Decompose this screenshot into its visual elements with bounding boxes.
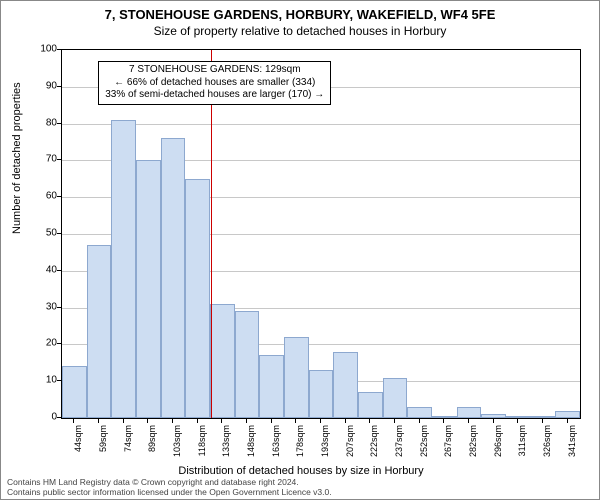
histogram-bar <box>457 407 482 418</box>
histogram-bar <box>531 416 556 418</box>
x-tick-mark <box>345 419 346 423</box>
histogram-bar <box>432 416 457 418</box>
histogram-bar <box>555 411 580 418</box>
y-axis-label: Number of detached properties <box>11 82 23 234</box>
annotation-box: 7 STONEHOUSE GARDENS: 129sqm← 66% of det… <box>98 61 331 105</box>
x-tick-mark <box>147 419 148 423</box>
histogram-bar <box>62 366 87 418</box>
histogram-bar <box>235 311 260 418</box>
histogram-bar <box>407 407 432 418</box>
x-tick-mark <box>369 419 370 423</box>
y-tick-mark <box>57 233 61 234</box>
y-tick-label: 40 <box>31 264 57 275</box>
histogram-bar <box>333 352 358 418</box>
x-tick-mark <box>221 419 222 423</box>
y-tick-label: 0 <box>31 412 57 423</box>
y-tick-mark <box>57 86 61 87</box>
plot-area: 7 STONEHOUSE GARDENS: 129sqm← 66% of det… <box>61 49 581 419</box>
y-tick-label: 80 <box>31 117 57 128</box>
histogram-bar <box>284 337 309 418</box>
y-tick-mark <box>57 159 61 160</box>
chart-container: { "title": "7, STONEHOUSE GARDENS, HORBU… <box>0 0 600 500</box>
chart-title: 7, STONEHOUSE GARDENS, HORBURY, WAKEFIEL… <box>1 7 599 22</box>
x-tick-mark <box>394 419 395 423</box>
histogram-bar <box>506 416 531 418</box>
histogram-bar <box>185 179 210 418</box>
y-tick-mark <box>57 270 61 271</box>
x-tick-mark <box>419 419 420 423</box>
y-tick-label: 30 <box>31 301 57 312</box>
histogram-bar <box>383 378 408 418</box>
footer-line-2: Contains public sector information licen… <box>7 488 332 497</box>
x-tick-mark <box>197 419 198 423</box>
y-tick-label: 10 <box>31 375 57 386</box>
reference-line <box>211 50 212 418</box>
histogram-bar <box>136 160 161 418</box>
histogram-bar <box>481 414 506 418</box>
y-tick-label: 50 <box>31 228 57 239</box>
annotation-line: ← 66% of detached houses are smaller (33… <box>105 77 324 90</box>
histogram-bar <box>87 245 112 418</box>
y-tick-label: 20 <box>31 338 57 349</box>
x-tick-mark <box>443 419 444 423</box>
x-tick-mark <box>246 419 247 423</box>
x-tick-mark <box>172 419 173 423</box>
x-tick-mark <box>271 419 272 423</box>
y-tick-mark <box>57 123 61 124</box>
y-tick-mark <box>57 343 61 344</box>
x-tick-mark <box>493 419 494 423</box>
footer-attribution: Contains HM Land Registry data © Crown c… <box>7 478 332 497</box>
y-tick-label: 90 <box>31 80 57 91</box>
annotation-line: 33% of semi-detached houses are larger (… <box>105 89 324 102</box>
x-tick-mark <box>468 419 469 423</box>
x-tick-mark <box>123 419 124 423</box>
x-tick-mark <box>295 419 296 423</box>
histogram-bar <box>358 392 383 418</box>
x-tick-mark <box>98 419 99 423</box>
y-tick-mark <box>57 307 61 308</box>
y-tick-label: 70 <box>31 154 57 165</box>
y-tick-label: 100 <box>31 44 57 55</box>
histogram-bar <box>210 304 235 418</box>
chart-subtitle: Size of property relative to detached ho… <box>1 24 599 38</box>
annotation-line: 7 STONEHOUSE GARDENS: 129sqm <box>105 64 324 77</box>
y-tick-label: 60 <box>31 191 57 202</box>
x-tick-mark <box>517 419 518 423</box>
x-tick-mark <box>320 419 321 423</box>
y-tick-mark <box>57 196 61 197</box>
y-tick-mark <box>57 49 61 50</box>
grid-line <box>62 124 580 125</box>
x-tick-mark <box>567 419 568 423</box>
x-tick-mark <box>542 419 543 423</box>
histogram-bar <box>309 370 334 418</box>
histogram-bar <box>111 120 136 418</box>
x-tick-mark <box>73 419 74 423</box>
y-tick-mark <box>57 380 61 381</box>
histogram-bar <box>161 138 186 418</box>
x-axis-label: Distribution of detached houses by size … <box>1 465 600 477</box>
histogram-bar <box>259 355 284 418</box>
y-tick-mark <box>57 417 61 418</box>
